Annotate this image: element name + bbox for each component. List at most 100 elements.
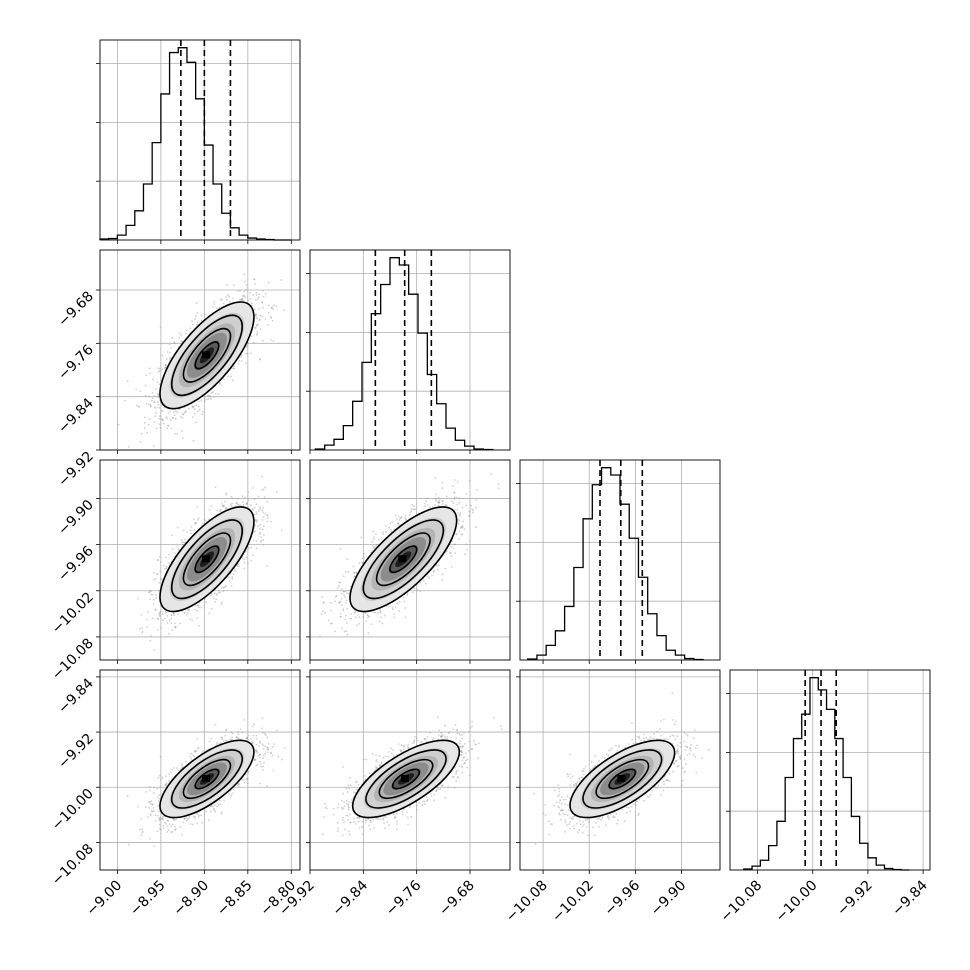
sample-point [194,318,197,320]
sample-point [174,622,176,625]
sample-point [143,427,146,430]
sample-point [221,298,223,301]
sample-point [241,495,244,497]
sample-point [230,505,233,507]
sample-point [195,605,197,607]
sample-point [260,536,262,538]
sample-point [253,278,255,281]
sample-point [358,616,361,619]
sample-point [170,617,173,620]
sample-point [213,303,216,305]
sample-point [153,649,156,651]
sample-point [167,424,170,427]
sample-point [438,499,441,501]
sample-point [196,617,199,619]
sample-point [394,514,397,517]
sample-point [270,520,272,523]
sample-point [243,290,246,293]
sample-point [239,290,241,292]
sample-point [256,317,259,320]
sample-point [241,299,244,302]
sample-point [139,390,142,393]
sample-point [174,626,177,629]
sample-point [159,611,162,613]
sample-point [181,437,184,439]
sample-point [259,541,262,543]
sample-point [246,503,248,505]
sample-point [158,423,161,426]
sample-point [254,530,256,533]
sample-point [276,491,278,493]
sample-point [253,278,256,280]
sample-point [372,546,375,549]
sample-point [200,399,203,402]
sample-point [182,543,185,546]
sample-point [195,521,198,524]
sample-point [391,606,394,609]
sample-point [166,351,169,353]
sample-point [153,401,156,403]
sample-point [198,408,201,411]
sample-point [232,573,235,575]
sample-point [156,381,159,384]
sample-point [190,532,193,535]
sample-point [147,611,149,613]
sample-point [183,611,186,614]
sample-point [204,313,207,316]
sample-point [262,289,264,292]
sample-point [246,344,249,347]
sample-point [240,360,243,362]
sample-point [164,567,167,570]
sample-point [171,534,174,537]
sample-point [153,406,156,409]
sample-point [258,293,261,295]
sample-point [196,604,199,607]
sample-point [170,622,173,625]
sample-point [135,404,138,407]
sample-point [243,558,246,561]
sample-point [266,500,269,503]
sample-point [236,565,239,567]
sample-point [381,622,384,625]
hist-panel-3 [726,669,931,874]
sample-point [156,617,159,620]
sample-point [240,354,243,357]
contour-line [182,532,232,587]
sample-point [158,406,161,409]
sample-point [194,521,196,524]
sample-point [158,613,161,616]
sample-point [149,404,152,406]
sample-point [244,352,247,355]
sample-point [156,573,159,576]
sample-point [139,628,141,630]
sample-point [254,313,257,316]
sample-point [168,632,170,635]
sample-point [149,372,151,375]
sample-point [338,601,341,604]
sample-point [232,284,235,287]
sample-point [190,525,193,528]
sample-point [155,597,158,599]
sample-point [169,419,172,422]
sample-point [258,319,261,322]
sample-point [245,288,247,291]
sample-point [255,540,258,543]
sample-point [258,318,261,321]
sample-point [398,524,400,527]
sample-point [159,570,162,573]
sample-point [241,298,244,300]
sample-point [178,332,181,334]
sample-point [222,504,225,507]
sample-point [172,613,175,615]
sample-point [157,393,160,396]
sample-point [267,311,270,314]
sample-point [261,301,264,304]
histogram-step [99,47,292,241]
sample-point [257,323,259,326]
sample-point [397,523,399,525]
sample-point [170,427,173,430]
sample-point [176,526,179,529]
sample-point [252,508,254,511]
sample-point [244,280,247,283]
